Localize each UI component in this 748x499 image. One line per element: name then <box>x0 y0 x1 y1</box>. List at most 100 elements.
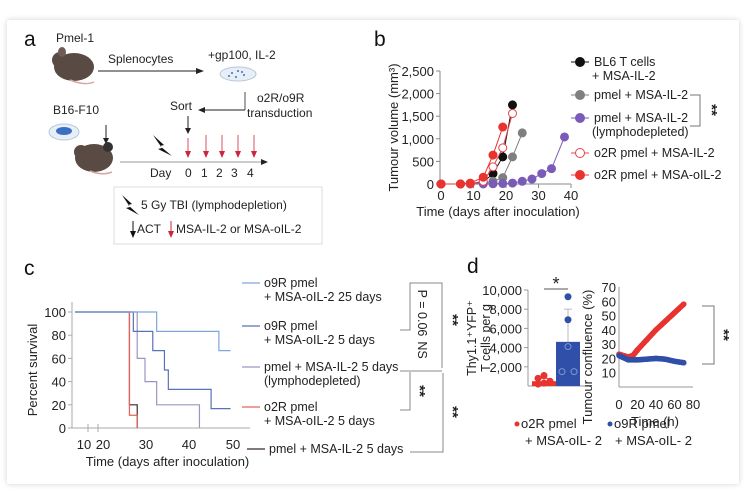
y-tick-label: 4,000 <box>489 341 522 356</box>
panel-c-letter: c <box>24 257 35 280</box>
x-tick-label: 20 <box>96 437 110 452</box>
data-point <box>517 176 527 186</box>
legend-label: pmel + MSA-IL-2 <box>594 111 688 125</box>
legend-label: BL6 T cells <box>594 55 655 69</box>
x-tick-label: 80 <box>686 397 700 412</box>
day-0: 0 <box>185 166 192 180</box>
sig-label: ** <box>444 314 461 326</box>
day-label: Day <box>150 166 172 180</box>
y-tick-label: 10,000 <box>482 283 522 298</box>
data-point <box>465 178 475 188</box>
data-point <box>540 379 548 387</box>
survival-curve <box>75 311 231 410</box>
x-tick-label: 10 <box>466 188 480 203</box>
data-point <box>508 108 517 118</box>
panel-a-legend-box <box>113 186 323 245</box>
sort-label: Sort <box>170 99 193 113</box>
x-tick-label: 20 <box>630 397 644 412</box>
tumour-mouse-icon <box>74 142 113 175</box>
data-point <box>564 293 572 301</box>
sig-label: * <box>552 274 559 294</box>
data-point <box>498 122 508 132</box>
tumour-line-label: B16-F10 <box>53 103 100 117</box>
y-tick-label: 50 <box>602 309 616 324</box>
legend-label: + MSA-oIL- 2 <box>615 433 692 448</box>
data-point <box>508 178 517 188</box>
transduction-label-1: o2R/o9R <box>257 91 305 105</box>
panel-a-schematic <box>48 47 323 245</box>
y-tick-label: 1,000 <box>401 132 434 147</box>
legend-label: pmel + MSA-IL-2 5 days <box>269 442 403 456</box>
y-tick-label: 0 <box>59 421 66 436</box>
x-tick-label: 0 <box>615 397 622 412</box>
legend-label: + MSA-IL-2 <box>592 69 656 83</box>
bracket-p006 <box>400 282 420 331</box>
culture-dish-icon <box>219 66 257 82</box>
x-tick-label: 40 <box>649 397 663 412</box>
transduction-label-2: transduction <box>247 106 313 120</box>
y-tick-label: 10 <box>602 366 616 381</box>
y-tick-label: 20 <box>52 398 66 413</box>
day-3: 3 <box>231 166 238 180</box>
data-point <box>488 150 498 160</box>
x-tick-label: 50 <box>226 437 240 452</box>
y-tick-label: 30 <box>602 337 616 352</box>
culture-label: +gp100, IL-2 <box>208 48 276 62</box>
data-point <box>680 301 687 307</box>
panel-b-letter: b <box>374 28 386 51</box>
sig-label: ** <box>715 329 732 341</box>
y-tick-label: 20 <box>602 351 616 366</box>
data-point <box>488 162 498 172</box>
data-point <box>498 152 508 162</box>
legend-marker <box>514 421 520 427</box>
y-tick-label: 70 <box>602 280 616 295</box>
x-tick-label: 60 <box>667 397 681 412</box>
x-tick-label: 40 <box>564 188 578 203</box>
y-axis-label: Tumour volume (mm³) <box>386 63 401 191</box>
sig-label-ns: NS <box>415 341 429 358</box>
legend-label: o9R pmel <box>264 319 318 333</box>
legend-label: pmel + MSA-IL-2 5 days <box>264 360 398 374</box>
panel-d-letter: d <box>467 255 479 278</box>
x-tick-label: 10 <box>77 437 91 452</box>
y-axis-label: Tumour confluence (%) <box>580 290 595 425</box>
sig-label: ** <box>444 406 461 418</box>
y-tick-label: 2,500 <box>401 64 434 79</box>
survival-curve <box>75 311 231 352</box>
significance-label: ** <box>703 104 720 116</box>
data-point <box>456 179 465 189</box>
x-axis-label: Time (days after inoculation) <box>416 204 580 219</box>
data-point <box>547 164 556 174</box>
y-tick-label: 2,000 <box>489 360 522 375</box>
data-point <box>534 380 542 388</box>
data-point <box>436 179 446 189</box>
legend-label: pmel + MSA-IL-2 <box>594 88 688 102</box>
data-point <box>564 316 572 324</box>
y-tick-label: 8,000 <box>489 302 522 317</box>
data-point <box>527 174 537 184</box>
data-point <box>540 371 548 379</box>
y-axis-label: T cells per g <box>479 304 493 372</box>
data-point <box>508 100 517 110</box>
data-point <box>498 179 508 189</box>
data-point <box>478 172 488 182</box>
legend-marker <box>575 90 585 100</box>
pmel-label: Pmel-1 <box>56 31 95 45</box>
y-axis-label: Thy1.1⁺YFP⁺ <box>465 300 479 376</box>
legend-marker <box>575 170 585 180</box>
data-point <box>488 179 498 189</box>
y-tick-label: 60 <box>602 294 616 309</box>
pmel-mouse-icon <box>52 47 95 85</box>
y-tick-label: 0 <box>427 177 434 192</box>
legend-label: + MSA-oIL- 2 <box>525 433 602 448</box>
day-2: 2 <box>216 166 223 180</box>
data-point <box>534 374 542 382</box>
survival-curve <box>75 311 201 428</box>
data-point <box>537 169 547 179</box>
legend-irradiation-icon <box>122 195 139 215</box>
y-tick-label: 2,000 <box>401 87 434 102</box>
legend-marker <box>575 57 585 67</box>
